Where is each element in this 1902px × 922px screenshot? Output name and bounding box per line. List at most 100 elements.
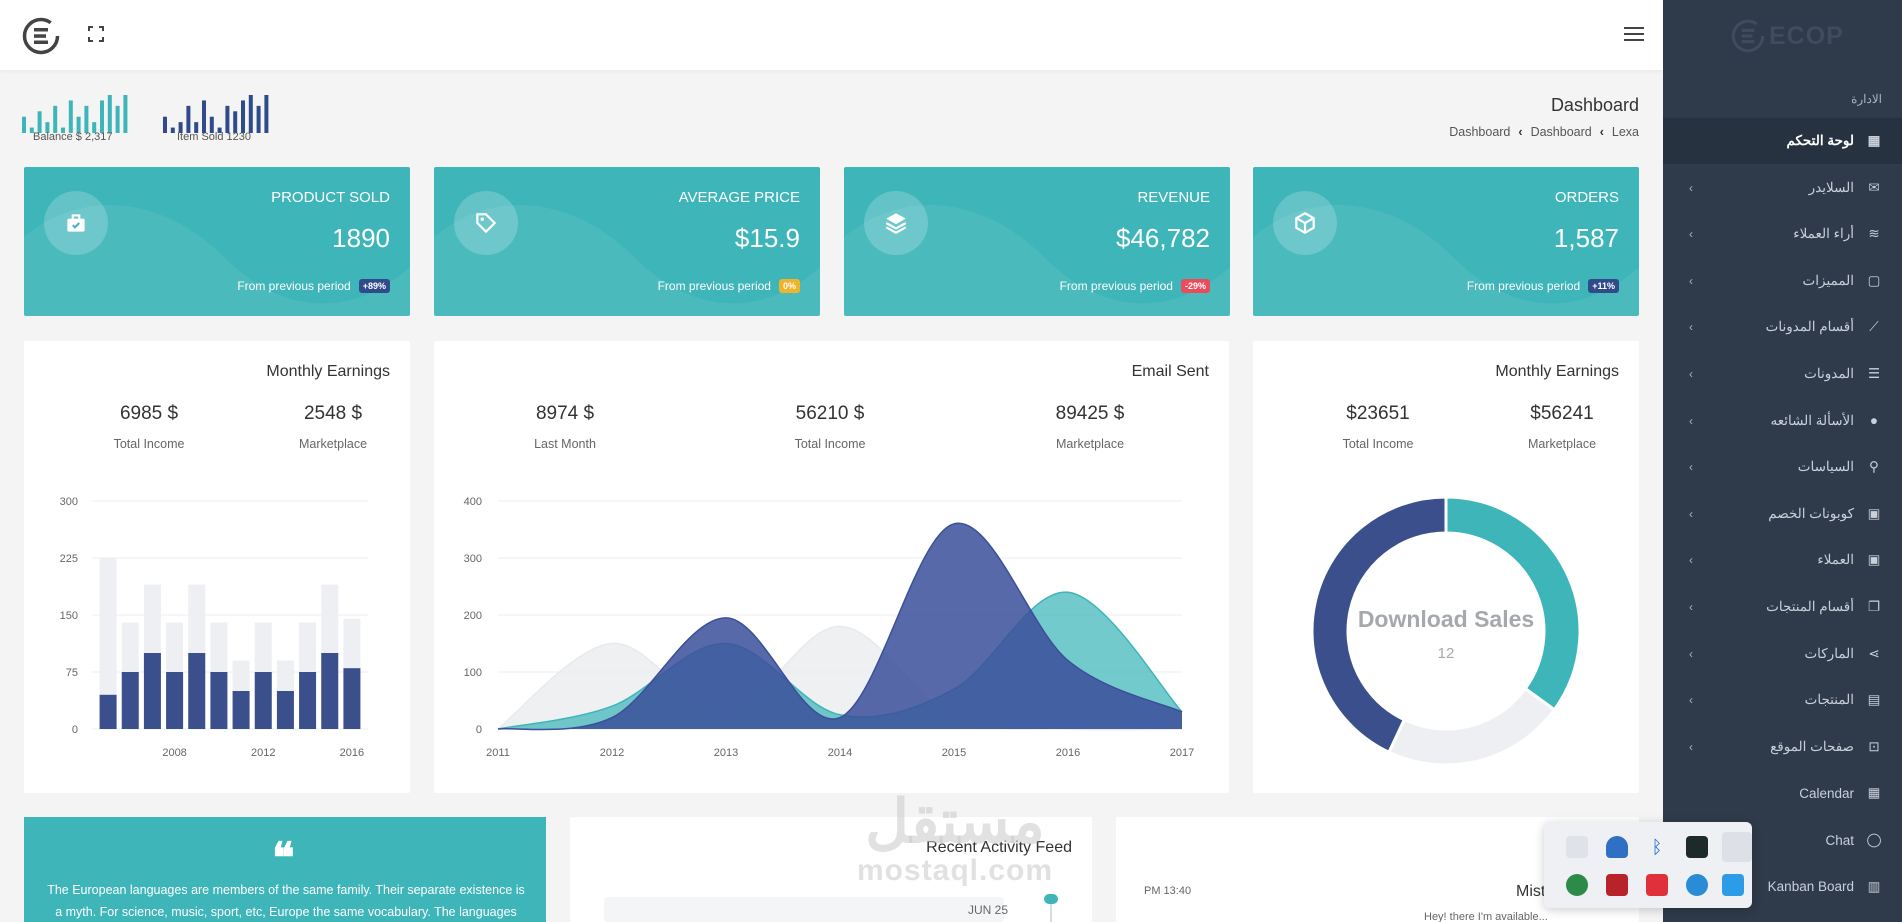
sidebar-item[interactable]: ‹ المنتجات ▤: [1663, 677, 1902, 723]
terminal-app-icon[interactable]: [1686, 836, 1708, 858]
tag-icon: [476, 213, 497, 234]
stat-title: ORDERS: [1554, 189, 1619, 206]
brand-logo-icon[interactable]: [22, 17, 60, 55]
spark-bar: [22, 116, 26, 133]
sidebar-item[interactable]: ‹ الماركات ⋖: [1663, 631, 1902, 677]
bluetooth-icon[interactable]: ᛒ: [1651, 837, 1663, 857]
kanban-icon: ▥: [1867, 878, 1881, 894]
testimonial-card: ❝ The European languages are members of …: [24, 817, 546, 922]
sidebar-item-label: صفحات الموقع: [1770, 738, 1854, 754]
kpi-label: Total Income: [794, 437, 866, 451]
chevron-left-icon: ‹: [1689, 413, 1693, 428]
card-icon-circle: [864, 191, 928, 255]
bar: [299, 672, 317, 729]
breadcrumb: Dashboard ‹ Dashboard ‹ Lexa: [1449, 125, 1639, 139]
sidebar-item[interactable]: ‹ أقسام المنتجات ❐: [1663, 584, 1902, 630]
sidebar-item[interactable]: ‹ الأسألة الشائعه ●: [1663, 398, 1902, 444]
x-tick-label: 2017: [1170, 747, 1194, 759]
breadcrumb-item[interactable]: Lexa: [1611, 125, 1639, 139]
documents-icon: ❐: [1867, 599, 1881, 614]
sidebar-item[interactable]: ‹ صفحات الموقع ⊡: [1663, 724, 1902, 770]
testimonial-text: The European languages are members of th…: [47, 883, 525, 919]
sidebar-item[interactable]: ‹ أراء العملاء ≋: [1663, 211, 1902, 257]
video-app-icon[interactable]: [1646, 874, 1668, 896]
pen-icon[interactable]: [1722, 832, 1752, 862]
card-icon-circle: [1273, 191, 1337, 255]
brand-logo-icon: [1731, 19, 1765, 53]
fullscreen-icon[interactable]: [88, 26, 104, 42]
kpi-value: $23651: [1346, 403, 1410, 424]
sidebar-item-label: Chat: [1825, 832, 1854, 848]
timeline-line: [1050, 897, 1052, 922]
topbar: [0, 0, 1663, 70]
bar: [99, 694, 117, 729]
spark-bar: [68, 100, 73, 133]
layers-icon: [885, 213, 907, 234]
stat-value: 1,587: [1553, 223, 1619, 253]
card-wave-decoration: [1253, 204, 1639, 316]
sidebar-item[interactable]: ‹ أقسام المدونات ⟋: [1663, 304, 1902, 350]
activity-date: JUN 25: [968, 903, 1009, 917]
sidebar-item-label: السلايدر: [1808, 179, 1854, 195]
stat-title: REVENUE: [1137, 189, 1210, 206]
clipboard-icon: ▢: [1867, 272, 1881, 288]
monthly-earnings-panel: Monthly Earnings 6985 $ Total Income 254…: [24, 341, 410, 793]
sidebar-item[interactable]: ‹ المدونات ☰: [1663, 351, 1902, 397]
sidebar-item[interactable]: Kanban Board ▥: [1663, 864, 1902, 910]
download-sales-donut-chart: Download Sales 12: [1310, 495, 1582, 767]
menu-toggle-icon[interactable]: [1624, 26, 1644, 42]
sidebar-item-label: الأسألة الشائعه: [1770, 412, 1854, 428]
sidebar-item-label: أقسام المنتجات: [1766, 599, 1854, 614]
spark-bar: [37, 111, 42, 133]
tray-app-icon[interactable]: [1566, 836, 1588, 858]
media-app-icon[interactable]: [1606, 874, 1628, 896]
stat-footer: From previous period 0%: [658, 279, 800, 293]
sidebar-item-label: العملاء: [1817, 552, 1854, 568]
kpi-marketplace: 2548 $ Marketplace: [258, 403, 408, 451]
sidebar-item[interactable]: ‹ كوبونات الخصم ▣: [1663, 491, 1902, 537]
kpi-total-income: 56210 $ Total Income: [755, 403, 905, 451]
sidebar-item-label: المميزات: [1802, 272, 1854, 288]
network-app-icon[interactable]: [1686, 874, 1708, 896]
spark-bar: [163, 116, 167, 133]
monitor-icon: ⊡: [1868, 738, 1880, 754]
sidebar-item[interactable]: Chat ◯: [1663, 817, 1902, 863]
sidebar-item[interactable]: Calendar ▦: [1663, 770, 1902, 816]
chevron-left-icon: ‹: [1689, 367, 1693, 381]
x-tick-label: 2016: [340, 747, 364, 759]
kpi-label: Last Month: [534, 437, 596, 451]
kpi-value: 6985 $: [119, 403, 179, 424]
spark-bar: [92, 122, 97, 133]
bar: [232, 691, 250, 729]
chat-icon: ◯: [1866, 832, 1882, 847]
sidebar-item[interactable]: ‹ العملاء ▣: [1663, 537, 1902, 583]
spark-bar: [170, 127, 175, 133]
spark-bar: [217, 127, 222, 133]
chart-line-icon: ⟋: [1869, 319, 1879, 335]
bar-background: [99, 558, 117, 729]
chevron-left-icon: ‹: [1599, 125, 1604, 139]
pie-slice: [1386, 686, 1557, 767]
help-circle-icon: ●: [1869, 413, 1879, 429]
spark-bar: [115, 105, 120, 133]
sidebar-logo[interactable]: ECOP: [1731, 18, 1844, 54]
kpi-total-income: $23651 Total Income: [1303, 403, 1453, 451]
kpi-value: 8974 $: [535, 403, 595, 424]
breadcrumb-item[interactable]: Dashboard: [1449, 125, 1511, 139]
chevron-left-icon: ‹: [1518, 125, 1523, 139]
sidebar-item[interactable]: ‹ المميزات ▢: [1663, 258, 1902, 304]
spark-bar: [107, 95, 112, 133]
sidebar-item-label: المنتجات: [1804, 692, 1854, 708]
breadcrumb-item[interactable]: Dashboard: [1530, 125, 1592, 139]
sidebar-item[interactable]: ‹ السلايدر ✉: [1663, 165, 1902, 211]
globe-app-icon[interactable]: [1566, 874, 1588, 896]
area-series: [498, 523, 1182, 730]
sidebar-section-title: الادارة: [1851, 92, 1882, 106]
security-shield-icon[interactable]: [1606, 836, 1628, 858]
app-window-icon[interactable]: [1722, 874, 1744, 896]
kpi-value: 2548 $: [303, 403, 363, 424]
sidebar-item[interactable]: ‹ السياسات ⚲: [1663, 444, 1902, 490]
sidebar-item[interactable]: لوحة التحكم ▦: [1663, 118, 1902, 164]
watermark-arabic: مستقل: [865, 788, 1045, 855]
sidebar-item-label: Calendar: [1799, 785, 1854, 801]
